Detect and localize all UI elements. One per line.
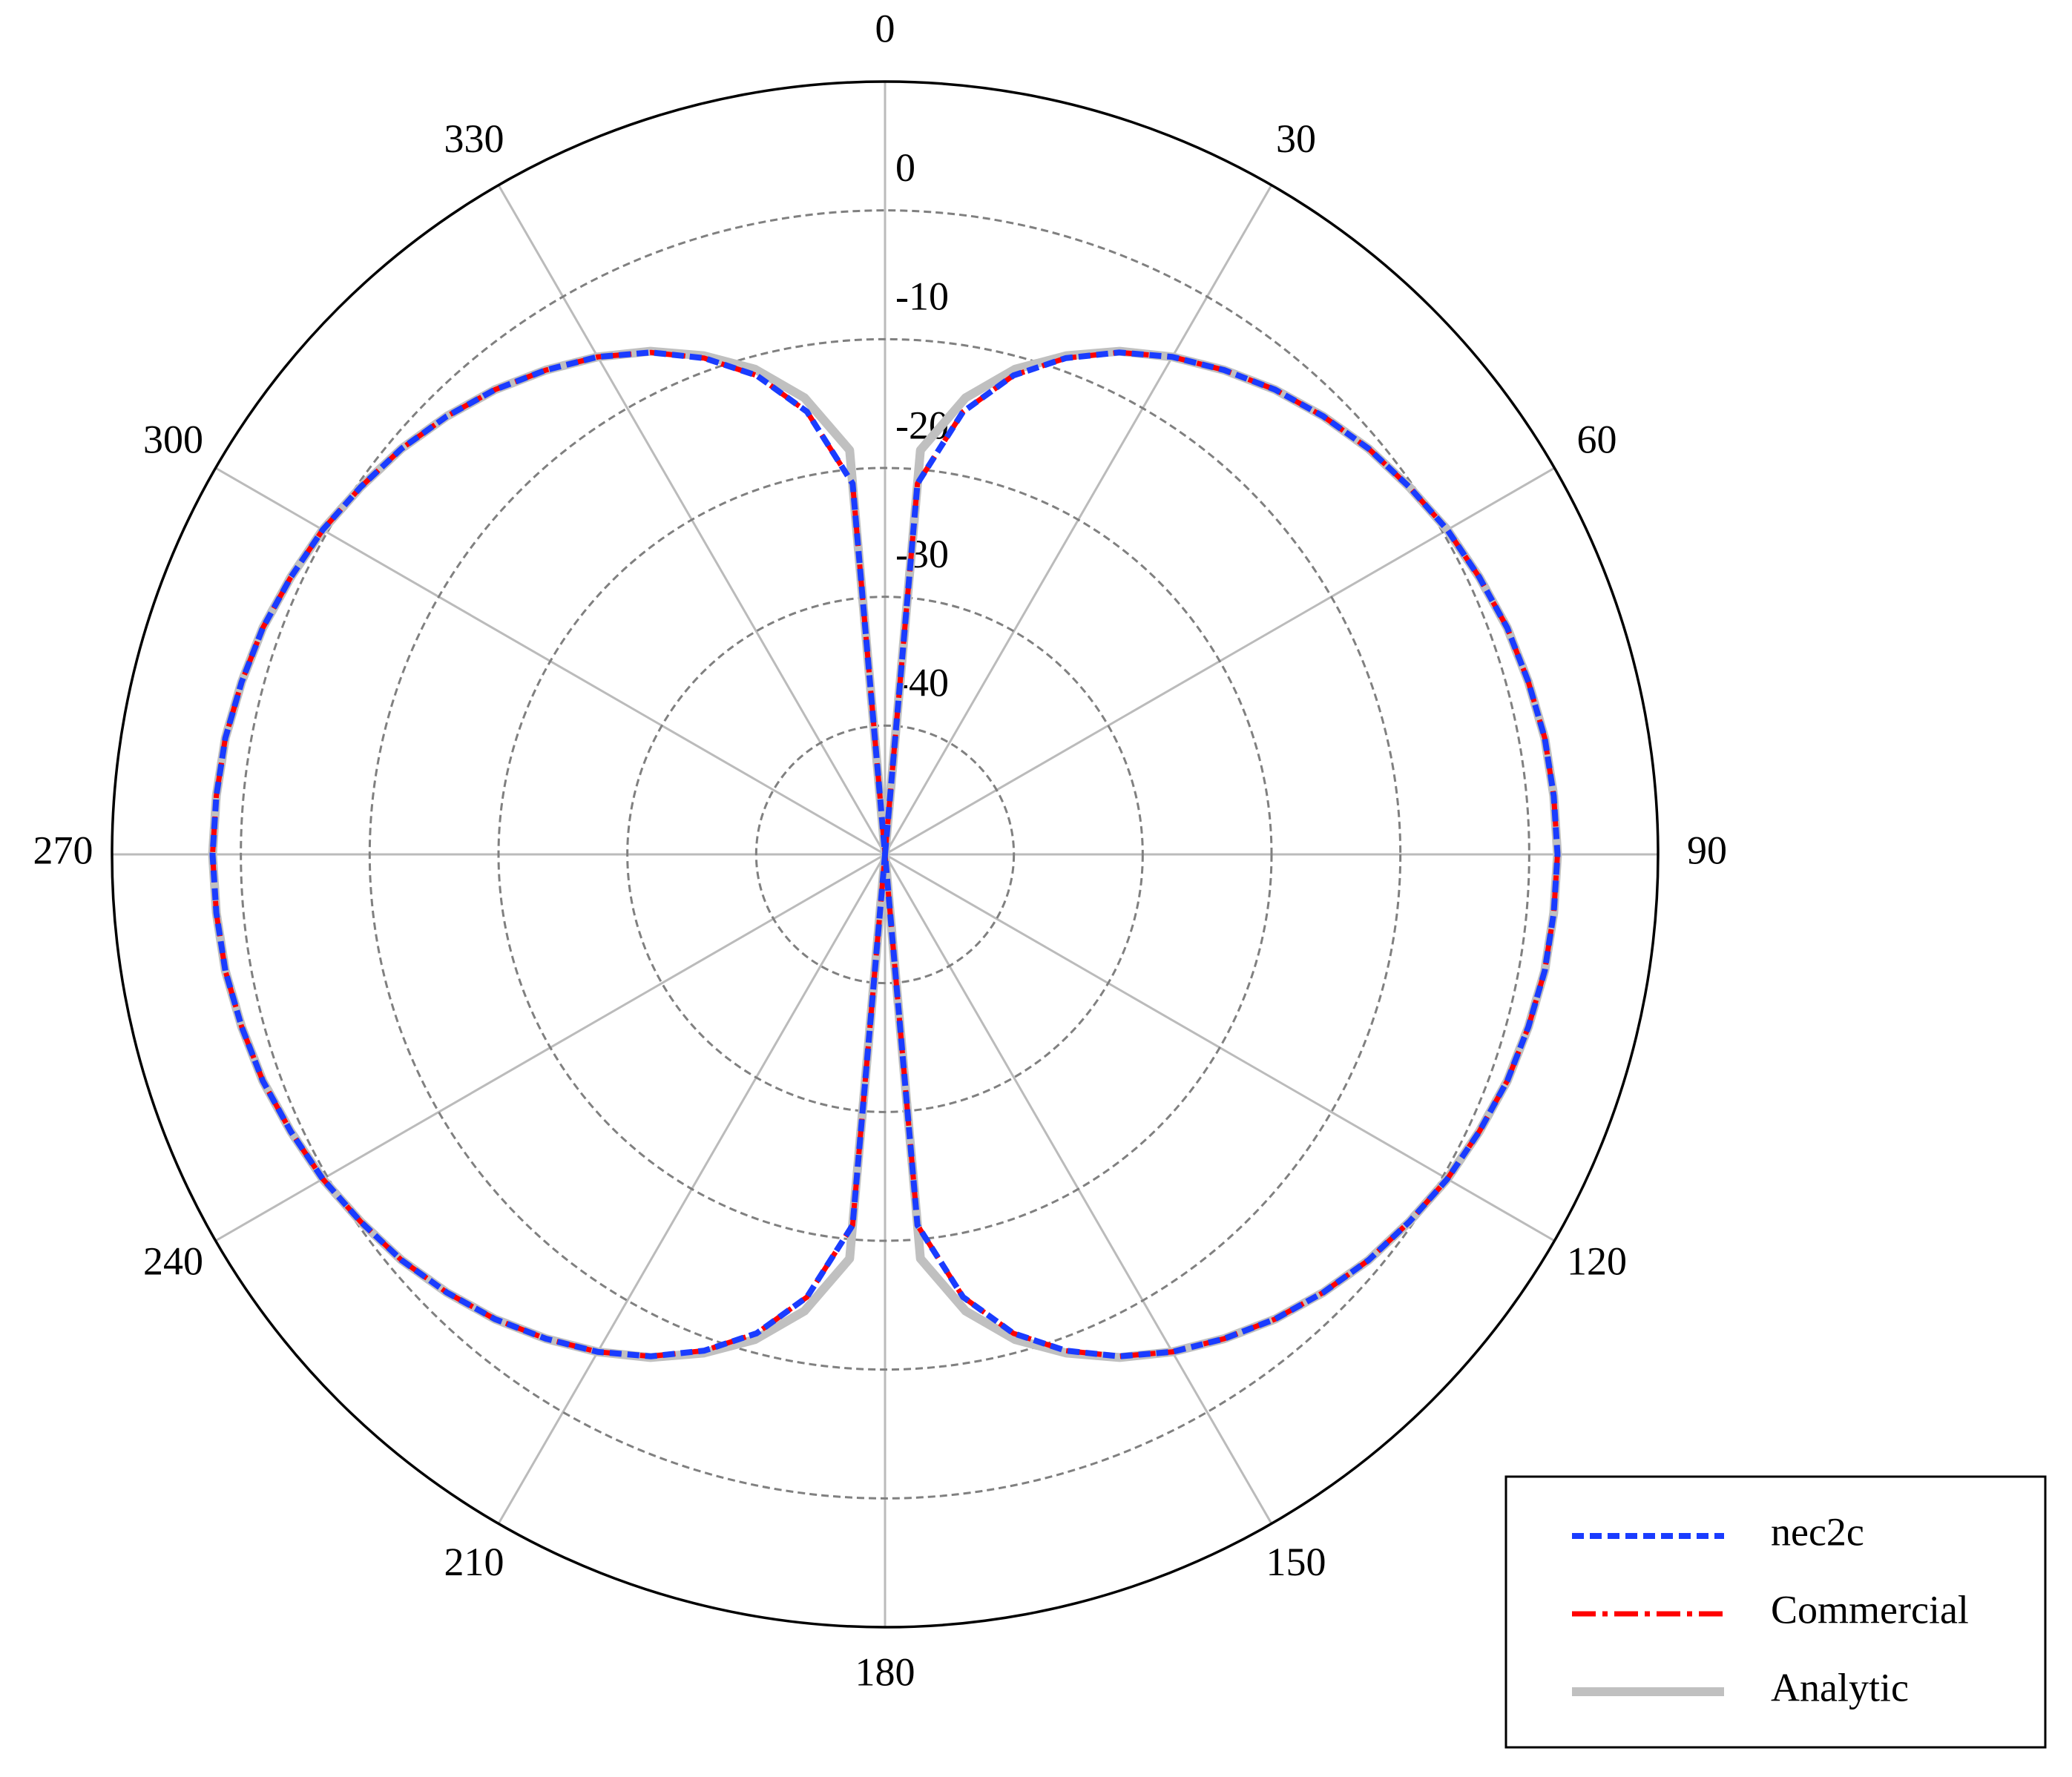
theta-tick-label: 0 — [875, 6, 895, 50]
theta-tick-label: 240 — [143, 1239, 203, 1283]
ring — [240, 209, 1530, 1500]
ring — [368, 337, 1402, 1371]
theta-tick-label: 270 — [33, 828, 93, 872]
series-line — [209, 349, 1561, 1359]
theta-tick-label: 90 — [1687, 828, 1727, 872]
r-tick-label: -30 — [895, 532, 949, 576]
theta-tick-label: 150 — [1266, 1540, 1326, 1584]
legend-label: nec2c — [1771, 1509, 1864, 1554]
r-tick-label: -10 — [895, 274, 949, 319]
outer-circle — [111, 80, 1660, 1629]
ring — [497, 466, 1273, 1242]
theta-tick-label: 60 — [1577, 417, 1617, 461]
legend-box — [1504, 1475, 2047, 1749]
theta-tick-label: 210 — [444, 1540, 504, 1584]
ring — [626, 596, 1144, 1113]
theta-tick-label: 180 — [855, 1649, 915, 1694]
r-tick-label: 0 — [895, 145, 915, 190]
ring — [754, 724, 1016, 985]
theta-tick-label: 30 — [1276, 116, 1316, 161]
legend-label: Commercial — [1771, 1587, 1969, 1632]
theta-tick-label: 330 — [444, 116, 504, 161]
theta-tick-label: 120 — [1567, 1239, 1627, 1283]
legend-label: Analytic — [1771, 1665, 1909, 1710]
theta-tick-label: 300 — [143, 417, 203, 461]
